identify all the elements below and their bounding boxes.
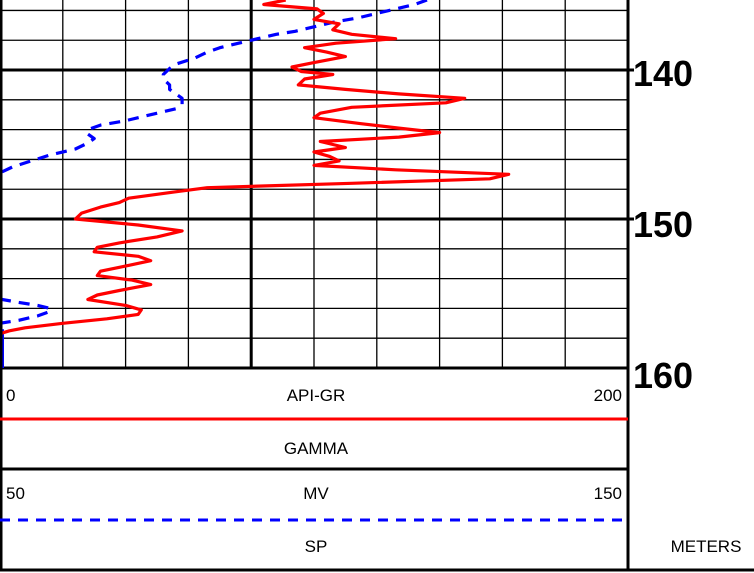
sp-units-label: MV <box>303 484 329 503</box>
depth-tick-label-160: 160 <box>633 355 693 396</box>
gamma-track-name: GAMMA <box>284 439 349 458</box>
depth-tick-label-140: 140 <box>633 53 693 94</box>
sp-track-name: SP <box>305 537 328 556</box>
minor-grid <box>0 0 628 368</box>
curves-layer <box>0 0 511 368</box>
sp-curve <box>0 0 428 337</box>
sp-scale-right-label: 150 <box>594 484 622 503</box>
gamma-scale-left-label: 0 <box>6 386 15 405</box>
gamma-units-label: API-GR <box>287 386 346 405</box>
major-grid <box>0 68 634 370</box>
sp-scale-left-label: 50 <box>6 484 25 503</box>
gamma-scale-right-label: 200 <box>594 386 622 405</box>
depth-units-label: METERS <box>671 537 742 556</box>
gamma-curve <box>0 0 511 339</box>
depth-tick-label-150: 150 <box>633 204 693 245</box>
